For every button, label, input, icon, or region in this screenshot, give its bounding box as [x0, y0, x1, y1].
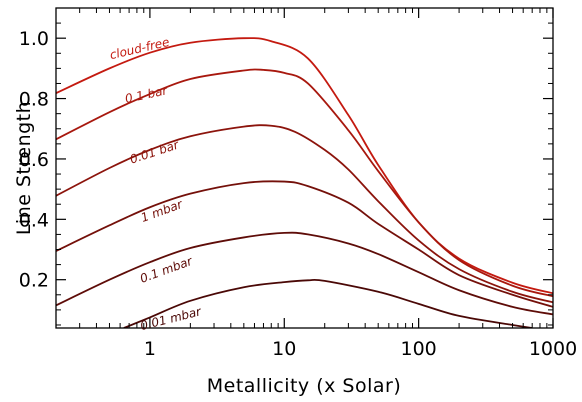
tick-labels: 1 10 100 1000 0.2 0.4 0.6 0.8 1.0: [19, 28, 577, 360]
series-label: cloud-free: [108, 35, 170, 62]
series-label: 0.01 bar: [128, 137, 181, 166]
y-tick-label: 0.2: [19, 270, 49, 292]
series-line: [123, 278, 533, 328]
plot-frame: [55, 7, 554, 329]
series-line: [56, 231, 553, 316]
x-tick-label: 10: [272, 338, 296, 360]
series-line: [56, 37, 553, 295]
series-curves: [56, 37, 553, 328]
series-line: [56, 124, 553, 304]
y-tick-label: 1.0: [19, 28, 49, 50]
y-axis-label: Line Strength: [13, 101, 35, 235]
x-tick-label: 1000: [529, 338, 577, 360]
y-tick-label: 0.8: [19, 89, 49, 111]
x-axis-label: Metallicity (x Solar): [207, 375, 402, 397]
series-label: 0.1 mbar: [138, 254, 195, 286]
y-tick-label: 0.4: [19, 209, 49, 231]
x-tick-label: 100: [401, 338, 437, 360]
series-label: 0.1 bar: [124, 83, 170, 106]
series-line: [56, 68, 553, 298]
series-label: 1 mbar: [139, 197, 185, 225]
axis-ticks: [56, 8, 554, 328]
x-tick-label: 1: [144, 338, 156, 360]
series-line: [56, 180, 553, 308]
y-tick-label: 0.6: [19, 149, 49, 171]
